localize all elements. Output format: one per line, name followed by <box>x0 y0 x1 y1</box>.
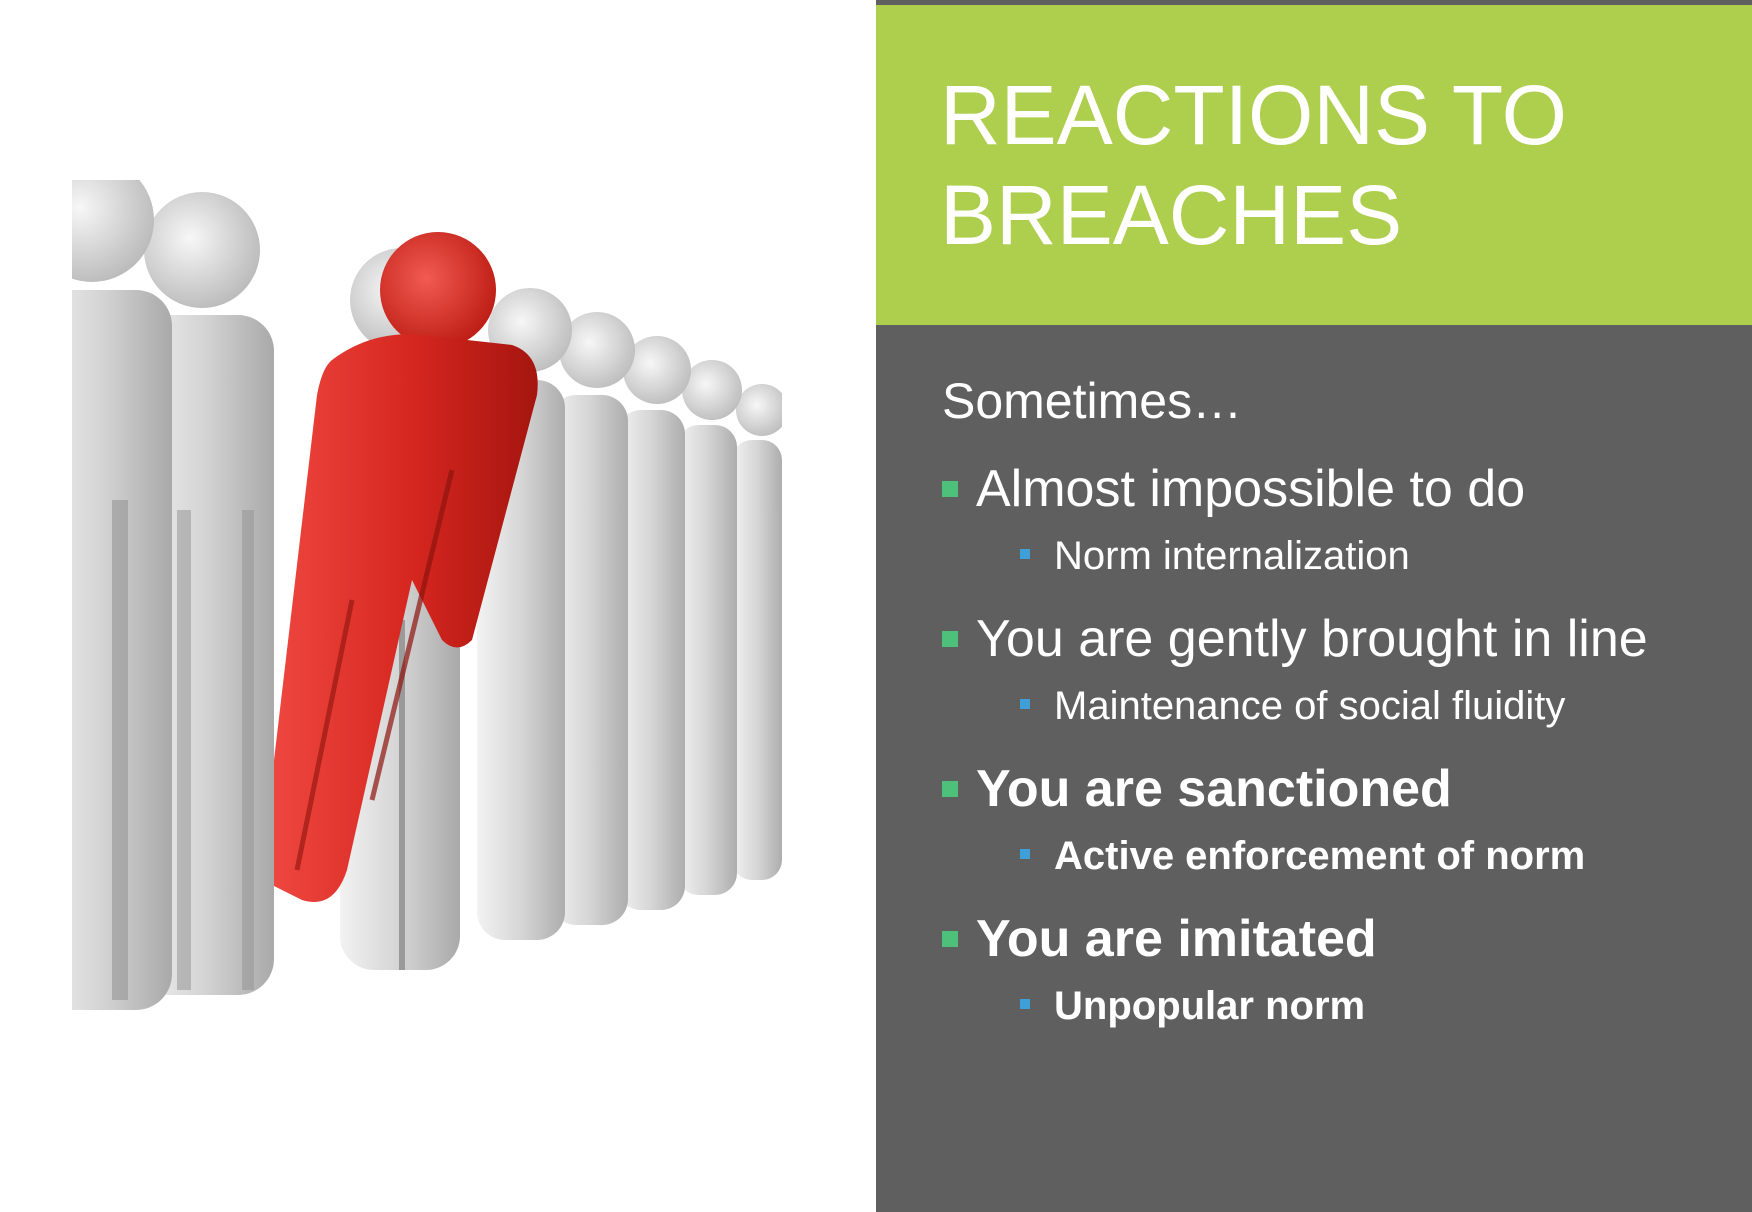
bullet-text: You are gently brought in line <box>976 610 1648 668</box>
bullet-item: You are gently brought in line Maintenan… <box>942 607 1732 735</box>
intro-text: Sometimes… <box>942 373 1243 429</box>
bullet-text: You are imitated <box>976 910 1377 968</box>
sub-bullet-text: Maintenance of social fluidity <box>1054 684 1566 728</box>
title-band: REACTIONS TO BREACHES <box>876 5 1752 325</box>
sub-bullet-item: Norm internalization <box>976 527 1732 585</box>
bullet-item: You are sanctioned Active enforcement of… <box>942 757 1732 885</box>
standout-person-illustration <box>72 180 782 1080</box>
square-bullet-icon <box>942 481 958 497</box>
sub-bullet-item: Active enforcement of norm <box>976 827 1732 885</box>
sub-bullet-item: Maintenance of social fluidity <box>976 677 1732 735</box>
square-bullet-icon <box>942 631 958 647</box>
sub-bullet-text: Unpopular norm <box>1054 984 1366 1028</box>
square-bullet-icon <box>942 781 958 797</box>
crowd-figure-far <box>477 288 782 940</box>
bullet-list: Almost impossible to do Norm internaliza… <box>942 457 1732 1035</box>
bullet-text: You are sanctioned <box>976 760 1452 818</box>
bullet-item: You are imitated Unpopular norm <box>942 907 1732 1035</box>
square-sub-bullet-icon <box>1020 999 1030 1009</box>
sub-bullet-text: Active enforcement of norm <box>1054 834 1586 878</box>
square-sub-bullet-icon <box>1020 699 1030 709</box>
square-sub-bullet-icon <box>1020 549 1030 559</box>
crowd-figure-front-1 <box>72 180 172 1010</box>
slide-body: Sometimes… Almost impossible to do Norm … <box>942 365 1732 1057</box>
top-strip <box>876 0 1752 5</box>
slide-title: REACTIONS TO BREACHES <box>940 68 1568 262</box>
standout-red-figure <box>261 232 538 902</box>
figures-svg <box>72 180 782 1010</box>
sub-bullet-item: Unpopular norm <box>976 977 1732 1035</box>
bullet-item: Almost impossible to do Norm internaliza… <box>942 457 1732 585</box>
square-sub-bullet-icon <box>1020 849 1030 859</box>
bullet-text: Almost impossible to do <box>976 460 1526 518</box>
content-panel: REACTIONS TO BREACHES Sometimes… Almost … <box>876 0 1752 1212</box>
sub-bullet-text: Norm internalization <box>1054 534 1410 578</box>
square-bullet-icon <box>942 931 958 947</box>
